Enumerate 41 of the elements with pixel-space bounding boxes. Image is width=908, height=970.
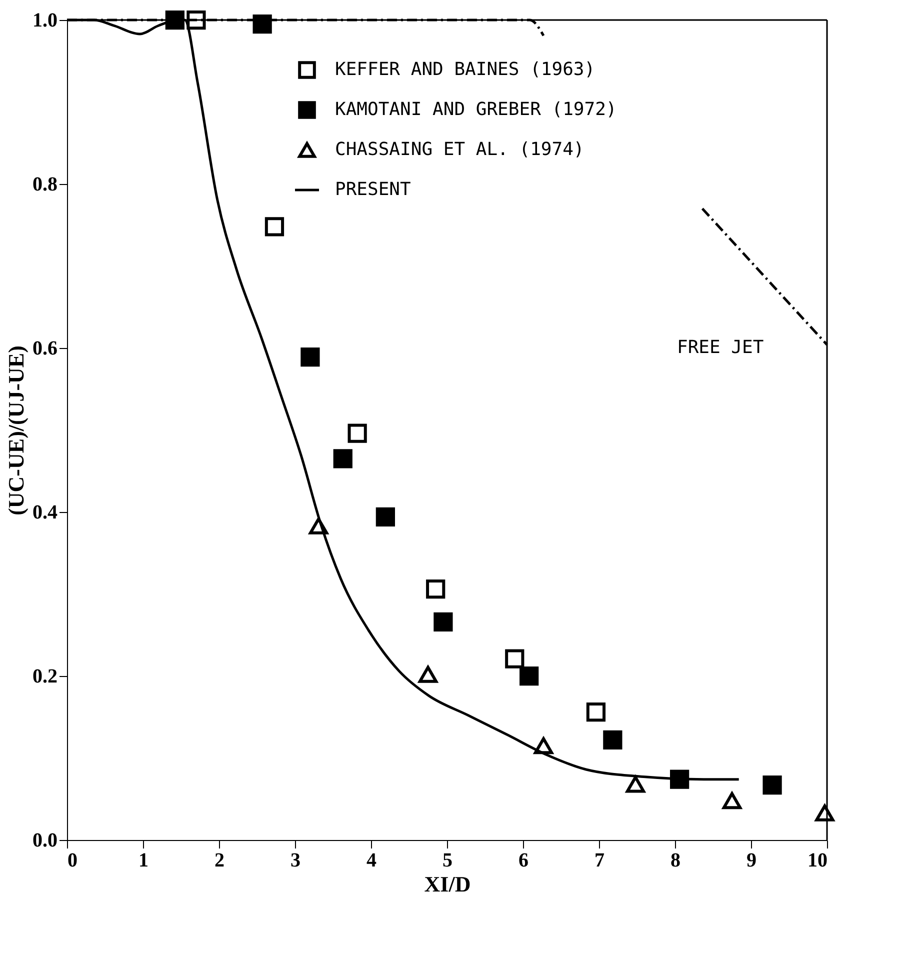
point [520,666,539,686]
x-tick-label: 8 [670,850,680,872]
x-tick-label: 9 [746,850,756,872]
point [762,776,782,795]
point [252,14,272,34]
x-tick-label: 6 [518,850,528,872]
x-tick-label: 5 [442,850,452,872]
annotation: FREE JET [677,337,764,358]
legend-label: CHASSAING ET AL. (1974) [335,139,584,160]
point [348,424,367,443]
legend-label: KAMOTANI AND GREBER (1972) [335,99,617,120]
point [722,792,742,810]
x-tick-label: 4 [366,850,376,872]
point [426,580,446,599]
legend-label: PRESENT [335,179,412,200]
y-tick-label: 0.2 [32,666,58,688]
x-tick-label: 0 [68,850,78,872]
legend-label: KEFFER AND BAINES (1963) [335,59,596,80]
x-tick-label: 1 [138,850,148,872]
point [586,702,606,722]
point [505,649,524,668]
y-tick-label: 0.4 [32,502,58,524]
point [418,666,438,683]
y-tick-label: 0.6 [32,338,58,360]
x-tick-label: 7 [594,850,604,872]
y-tick-label: 0.0 [32,830,58,852]
y-tick-label: 0.8 [32,174,58,196]
point [626,776,646,793]
x-axis-title: XI/D [424,872,471,896]
point [815,804,834,822]
y-tick-label: 1.0 [32,10,58,32]
x-tick-label: 2 [214,850,224,872]
x-tick-label: 10 [808,850,828,872]
point [603,730,622,750]
point [434,612,453,632]
point [264,217,284,236]
point [376,507,396,526]
point [333,449,352,468]
x-tick-label: 3 [290,850,300,872]
y-axis-title: (UC-UE)/(UJ-UE) [4,346,28,516]
point [300,347,320,367]
